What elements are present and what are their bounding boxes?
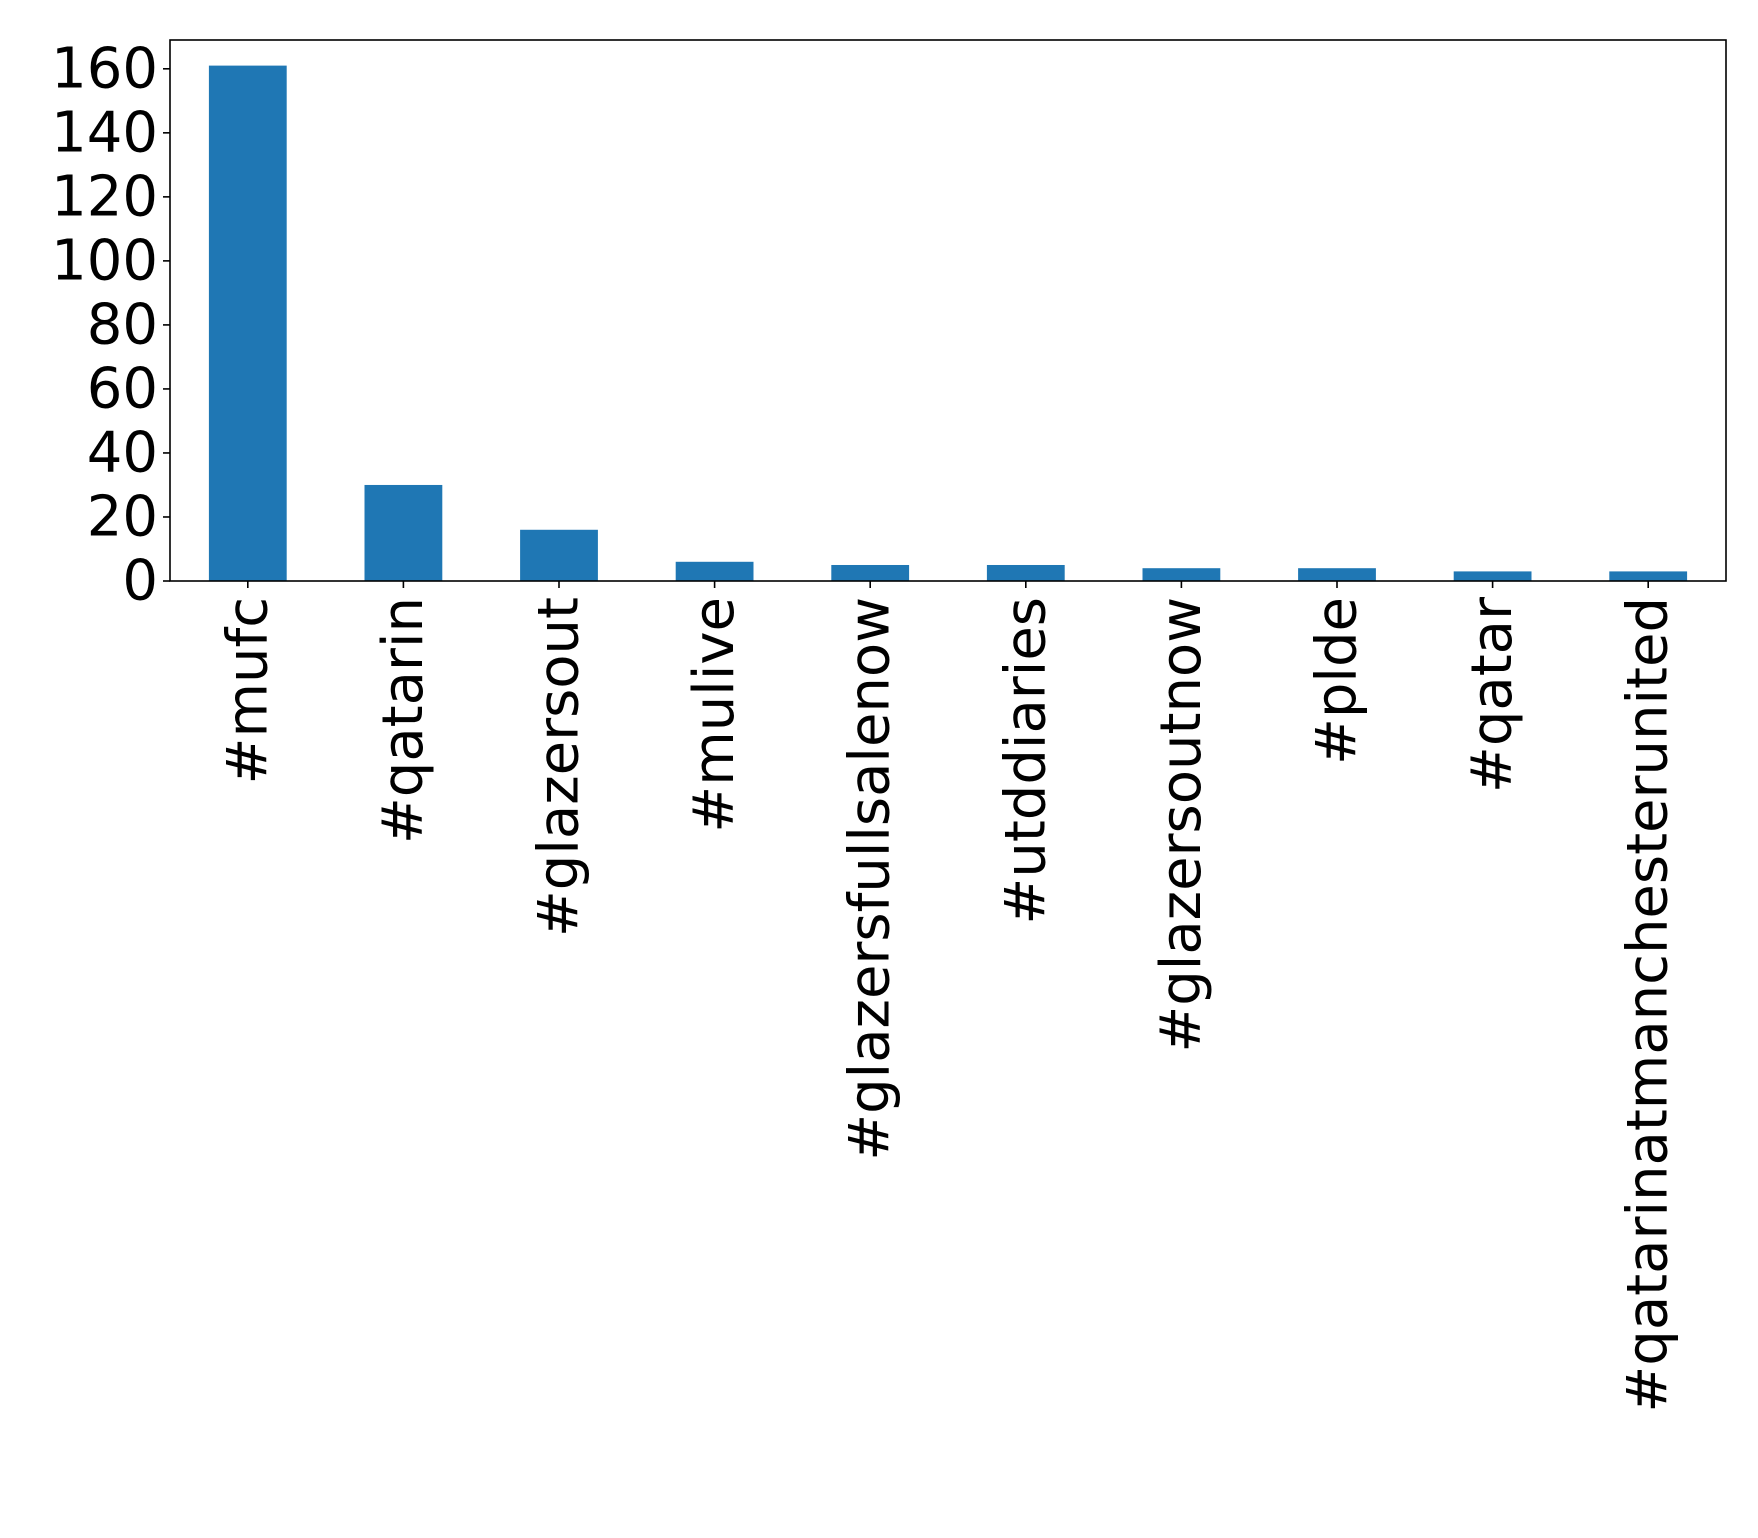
y-tick-label: 40 (87, 420, 158, 485)
x-tick-label: #utddiaries (993, 597, 1058, 925)
bar (208, 65, 287, 582)
bar (675, 561, 754, 581)
x-tick-label: #mufc (215, 597, 280, 784)
x-tick-label: #glazersfullsalenow (838, 597, 903, 1161)
y-tick-label: 0 (122, 549, 158, 614)
x-tick-label: #qatarinatmanchesterunited (1616, 597, 1681, 1413)
x-tick-label: #glazersoutnow (1149, 597, 1214, 1053)
y-tick-label: 20 (87, 484, 158, 549)
x-tick-label: #mulive (682, 597, 747, 833)
plot-frame (169, 39, 1727, 582)
bar (520, 529, 598, 581)
x-tick-label: #glazersout (527, 597, 592, 937)
y-tick-label: 140 (51, 100, 158, 165)
y-tick-label: 160 (51, 36, 158, 101)
y-tick-label: 80 (87, 292, 158, 357)
x-tick-label: #qatarin (371, 597, 436, 844)
bar (1142, 568, 1221, 581)
bar (364, 484, 443, 581)
y-tick-label: 60 (87, 356, 158, 421)
y-tick-label: 120 (51, 164, 158, 229)
bar (831, 564, 910, 581)
y-tick-label: 100 (51, 228, 158, 293)
bar (1298, 568, 1376, 581)
bar (1453, 571, 1532, 581)
bars-group (208, 65, 1688, 582)
x-axis-ticks: #mufc #qatarin #glazersout #mulive #glazersf… (215, 581, 1681, 1413)
bar (1609, 571, 1688, 581)
bar (986, 564, 1065, 581)
x-tick-label: #plde (1305, 597, 1370, 765)
x-tick-label: #qatar (1460, 596, 1525, 793)
